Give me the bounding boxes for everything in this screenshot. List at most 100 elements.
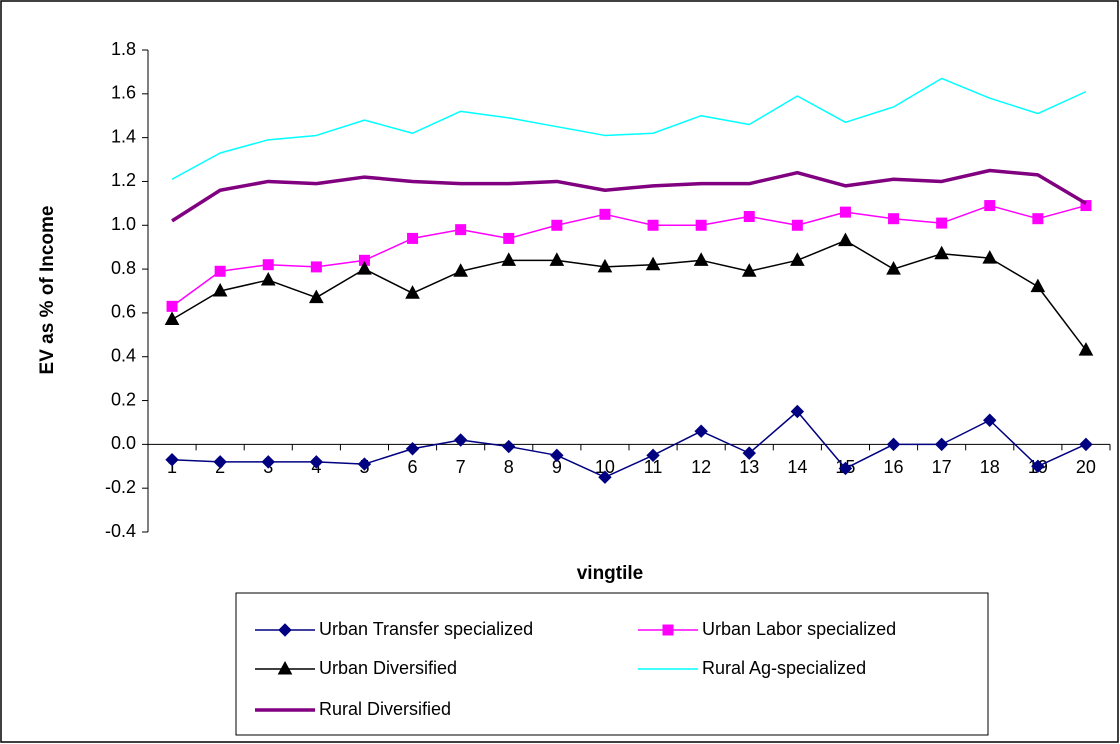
data-point: [984, 200, 996, 212]
x-tick-label: 12: [691, 457, 711, 477]
data-point: [1080, 200, 1092, 212]
data-point: [1032, 213, 1044, 225]
data-point: [1030, 278, 1046, 293]
y-tick-label: 0.6: [111, 302, 136, 322]
y-tick-label: -0.2: [105, 477, 136, 497]
x-tick-label: 10: [595, 457, 615, 477]
data-point: [646, 448, 660, 463]
data-point: [693, 252, 709, 266]
x-tick-label: 1: [167, 457, 177, 477]
data-point: [213, 455, 227, 469]
data-point: [453, 433, 468, 447]
y-tick-label: 0.4: [111, 345, 136, 365]
data-point: [166, 300, 178, 312]
data-point: [165, 452, 179, 467]
data-point: [694, 424, 708, 438]
series-line: [171, 77, 1087, 180]
data-point: [262, 259, 274, 271]
data-point: [1078, 342, 1094, 356]
y-tick-label: -0.4: [105, 521, 136, 541]
x-tick-label: 16: [884, 457, 904, 477]
x-tick-label: 6: [408, 457, 418, 477]
data-point: [260, 271, 276, 286]
series-line: [171, 168, 1087, 223]
data-point: [599, 208, 611, 220]
x-tick-label: 9: [552, 457, 562, 477]
data-point: [936, 217, 948, 229]
data-point: [503, 232, 515, 244]
data-point: [743, 211, 755, 223]
data-point: [261, 455, 275, 469]
data-point: [790, 404, 805, 419]
y-tick-label: 1.0: [111, 214, 136, 234]
x-tick-label: 13: [739, 457, 759, 477]
legend: [235, 592, 989, 736]
data-point: [357, 261, 372, 275]
data-point: [405, 285, 420, 299]
data-point: [455, 224, 467, 236]
data-point: [405, 442, 420, 456]
data-point: [310, 261, 322, 273]
data-point: [549, 252, 565, 266]
legend-marker: [278, 623, 292, 637]
data-point: [357, 457, 372, 471]
data-point: [551, 219, 563, 231]
y-tick-label: 1.2: [111, 170, 136, 190]
data-point: [934, 245, 949, 260]
legend-marker: [662, 624, 674, 636]
data-point: [1079, 437, 1093, 452]
legend-marker: [277, 660, 293, 675]
y-tick-label: 0.8: [111, 258, 136, 278]
y-tick-label: 0.2: [111, 389, 136, 409]
legend-label: Urban Diversified: [319, 658, 457, 678]
data-point: [790, 252, 805, 266]
data-point: [407, 232, 419, 244]
x-tick-label: 20: [1076, 457, 1096, 477]
data-point: [839, 206, 851, 218]
data-point: [214, 265, 226, 277]
y-tick-label: 0.0: [111, 433, 136, 453]
data-point: [886, 261, 901, 275]
data-point: [934, 437, 949, 452]
y-axis-title: EV as % of Income: [37, 206, 58, 375]
series-line: [172, 410, 1087, 478]
data-point: [791, 219, 803, 231]
data-point: [501, 252, 517, 266]
x-tick-label: 18: [980, 457, 1000, 477]
series-line: [171, 204, 1087, 307]
y-tick-label: 1.8: [111, 39, 136, 59]
x-tick-label: 8: [504, 457, 514, 477]
data-point: [888, 213, 900, 225]
data-point: [742, 446, 756, 460]
data-point: [1031, 459, 1045, 473]
legend-label: Urban Labor specialized: [702, 619, 896, 639]
legend-label: Rural Diversified: [319, 699, 451, 719]
data-point: [645, 256, 661, 271]
y-tick-label: 1.4: [111, 126, 136, 146]
data-point: [647, 219, 659, 231]
data-point: [741, 263, 757, 277]
legend-label: Urban Transfer specialized: [319, 619, 533, 639]
data-point: [983, 413, 997, 427]
x-tick-label: 11: [644, 457, 663, 477]
data-point: [982, 250, 998, 264]
data-point: [502, 439, 516, 454]
series-line: [171, 239, 1087, 351]
data-point: [164, 311, 180, 325]
data-point: [838, 232, 853, 247]
data-point: [309, 455, 324, 469]
x-tick-label: 17: [932, 457, 952, 477]
data-point: [695, 219, 707, 231]
data-point: [550, 448, 564, 463]
data-point: [309, 289, 324, 304]
x-axis-title: vingtile: [577, 563, 644, 584]
legend-label: Rural Ag-specialized: [702, 658, 866, 678]
data-point: [838, 461, 853, 476]
x-tick-label: 14: [787, 457, 807, 477]
x-tick-label: 7: [456, 457, 466, 477]
data-point: [886, 437, 901, 452]
data-point: [598, 470, 612, 484]
data-point: [597, 258, 613, 273]
data-point: [212, 282, 228, 297]
